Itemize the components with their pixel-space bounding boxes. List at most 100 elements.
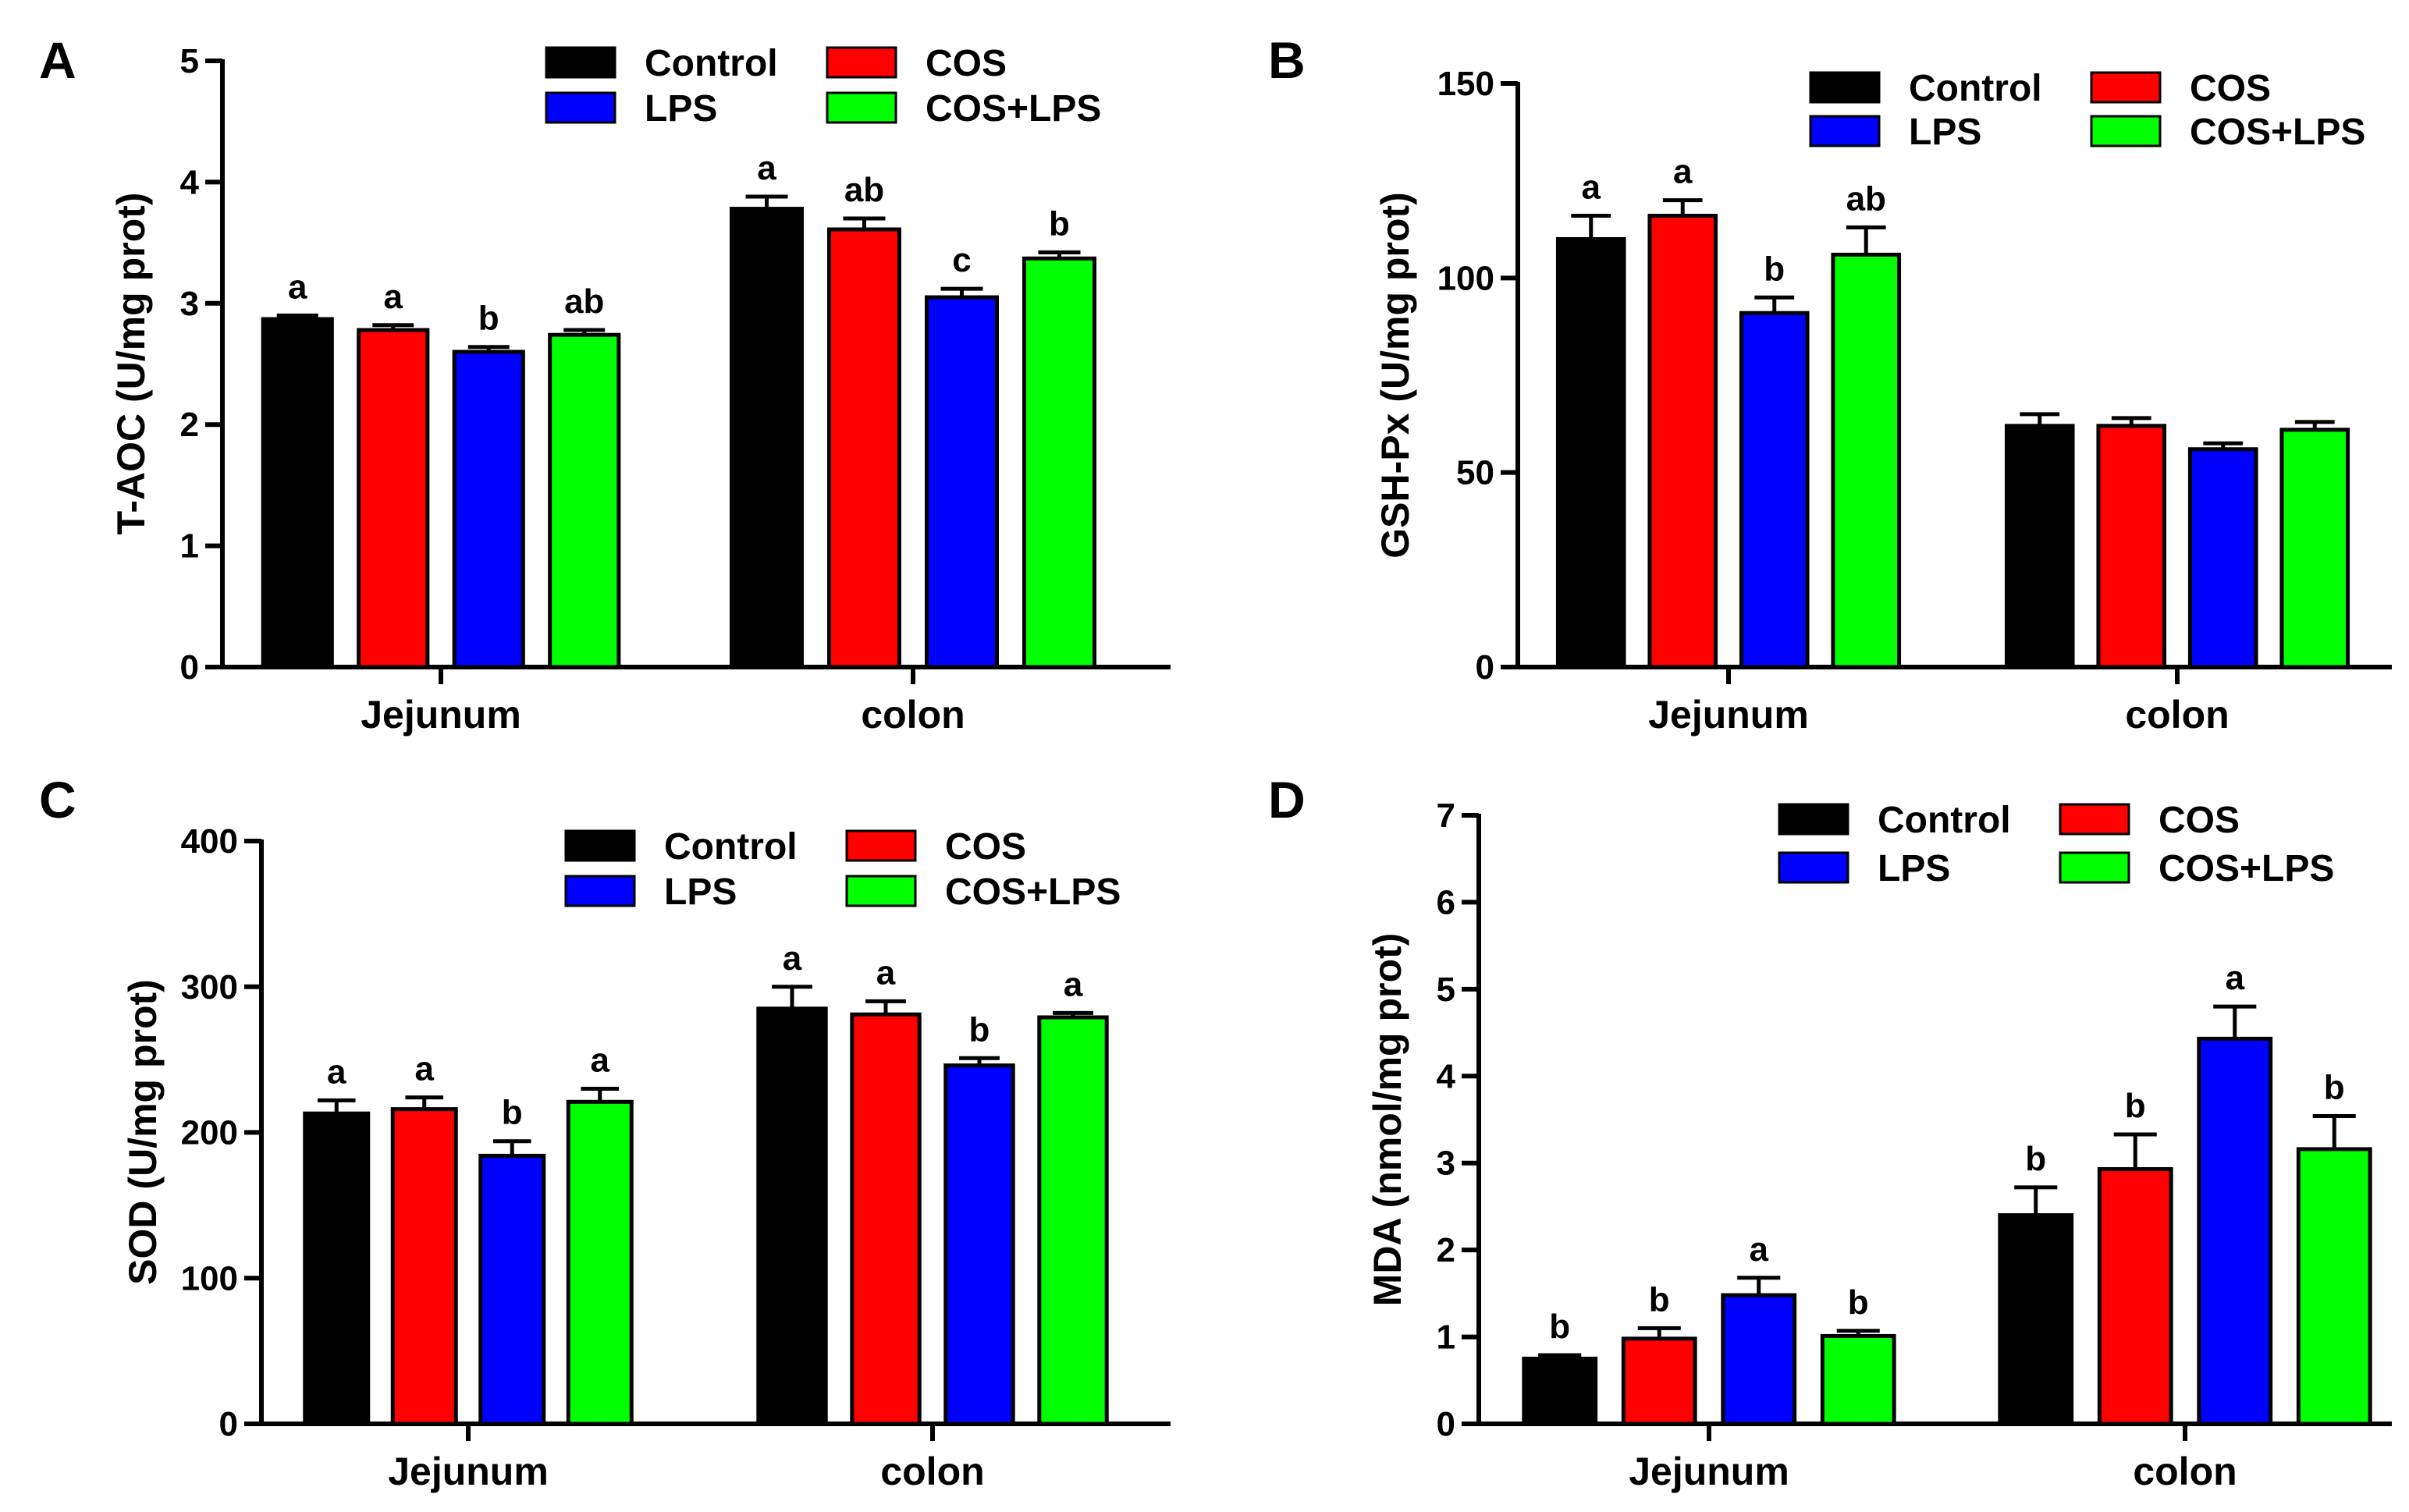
y-tick-label: 0 [1476, 648, 1494, 687]
legend-swatch-cos [2090, 71, 2162, 104]
significance-label-cos-jejunum: b [1649, 1280, 1670, 1319]
y-tick-label: 6 [1437, 883, 1455, 921]
bar-cos-lps-jejunum [566, 1099, 634, 1426]
significance-label-control-jejunum: a [327, 1052, 346, 1091]
significance-label-cos-lps-colon: b [2324, 1069, 2345, 1107]
bar-cos-lps-colon [1022, 256, 1096, 669]
x-tick-label-jejunum: Jejunum [1648, 693, 1809, 736]
legend-swatch-control [564, 829, 636, 862]
bar-lps-colon [943, 1063, 1015, 1426]
significance-label-cos-lps-jejunum: ab [564, 282, 604, 321]
significance-label-lps-colon: c [952, 241, 971, 279]
legend-swatch-cos-lps [826, 91, 897, 124]
y-tick-label: 0 [219, 1405, 238, 1443]
x-tick-label-jejunum: Jejunum [1629, 1450, 1789, 1493]
bar-cos-lps-colon [1037, 1015, 1109, 1426]
significance-label-lps-colon: b [969, 1010, 990, 1049]
significance-label-lps-jejunum: b [478, 300, 499, 338]
y-tick-label: 3 [180, 285, 199, 323]
bar-cos-jejunum [1621, 1336, 1697, 1426]
legend-label-lps: LPS [645, 88, 717, 130]
legend-label-lps: LPS [1878, 848, 1950, 889]
significance-label-cos-jejunum: a [384, 278, 403, 316]
significance-label-cos-lps-jejunum: ab [1846, 180, 1886, 218]
y-axis-title: T-AOC (U/mg prot) [109, 193, 153, 535]
panel-letter: C [39, 771, 76, 829]
x-tick-label-jejunum: Jejunum [361, 693, 521, 736]
significance-label-lps-jejunum: b [502, 1094, 523, 1132]
significance-label-cos-colon: a [876, 953, 896, 992]
y-tick-label: 1 [1437, 1319, 1455, 1357]
legend-swatch-control [1809, 71, 1881, 104]
panel-d: D MDA (nmol/mg prot) 0 1 2 3 4 5 6 7 Jejunum b b a b co… [1268, 771, 2392, 1493]
y-tick-label: 100 [181, 1259, 238, 1297]
legend-swatch-cos [845, 829, 917, 862]
significance-label-control-jejunum: b [1549, 1308, 1570, 1346]
y-tick-label: 2 [1437, 1231, 1455, 1269]
significance-label-control-jejunum: a [1582, 169, 1601, 207]
x-tick-label-colon: colon [880, 1450, 984, 1493]
panel-letter: D [1268, 771, 1306, 829]
legend: Control COS LPS COS+LPS [1778, 800, 2334, 889]
bar-cos-lps-colon [2279, 428, 2350, 669]
x-tick-label-colon: colon [2125, 693, 2229, 736]
legend-label-control: Control [645, 43, 778, 84]
y-tick-label: 100 [1437, 259, 1494, 297]
bar-lps-jejunum [478, 1153, 546, 1426]
legend-swatch-lps [564, 875, 636, 907]
panel-letter: B [1268, 31, 1306, 89]
y-axis-title: MDA (nmol/mg prot) [1366, 933, 1409, 1307]
legend-label-control: Control [1909, 68, 2042, 109]
y-tick-label: 300 [181, 968, 238, 1006]
y-axis-title: SOD (U/mg prot) [121, 979, 165, 1285]
legend-label-cos-lps: COS+LPS [945, 871, 1121, 913]
bar-lps-colon [2187, 447, 2258, 669]
y-tick-label: 5 [1437, 971, 1455, 1009]
significance-label-control-jejunum: a [288, 268, 307, 306]
bar-lps-jejunum [1739, 311, 1810, 669]
significance-label-cos-jejunum: a [415, 1050, 435, 1088]
legend-label-cos-lps: COS+LPS [2190, 112, 2365, 153]
legend-swatch-lps [1809, 115, 1881, 147]
bar-cos-jejunum [1647, 214, 1718, 669]
legend-label-cos-lps: COS+LPS [926, 88, 1101, 130]
bar-lps-jejunum [452, 350, 525, 669]
panel-letter: A [39, 31, 76, 89]
panel-c: C SOD (U/mg prot) 0 100 200 300 400 Jejunum a a b a… [39, 771, 1171, 1493]
bar-cos-colon [827, 227, 901, 669]
y-tick-label: 0 [180, 648, 199, 687]
significance-label-control-colon: b [2025, 1140, 2046, 1178]
bar-control-jejunum [1522, 1356, 1598, 1426]
bar-cos-lps-jejunum [1820, 1333, 1896, 1426]
legend-label-cos: COS [926, 43, 1007, 84]
legend-swatch-lps [1778, 851, 1849, 884]
y-tick-label: 7 [1437, 797, 1455, 835]
bar-cos-lps-jejunum [548, 332, 621, 669]
bar-lps-jejunum [1721, 1293, 1797, 1426]
legend-label-control: Control [664, 826, 798, 868]
y-tick-label: 4 [1437, 1057, 1456, 1095]
legend: Control COS LPS COS+LPS [1809, 68, 2365, 153]
bar-cos-jejunum [390, 1107, 458, 1426]
significance-label-cos-jejunum: a [1673, 153, 1693, 191]
bar-cos-jejunum [357, 328, 430, 669]
x-tick-label-colon: colon [2133, 1450, 2237, 1493]
bar-control-colon [1998, 1213, 2074, 1426]
legend-swatch-cos-lps [2059, 851, 2130, 884]
bar-cos-colon [2097, 1167, 2173, 1426]
y-tick-label: 5 [180, 42, 199, 80]
y-tick-label: 50 [1456, 454, 1494, 492]
bar-cos-colon [850, 1012, 922, 1426]
legend-label-cos: COS [2190, 68, 2271, 109]
legend-label-cos: COS [2159, 800, 2240, 841]
significance-label-cos-lps-jejunum: b [1848, 1283, 1869, 1322]
legend: Control COS LPS COS+LPS [545, 43, 1101, 130]
bar-control-colon [730, 207, 804, 669]
legend-swatch-lps [545, 91, 616, 124]
y-tick-label: 400 [181, 822, 238, 861]
significance-label-lps-jejunum: b [1764, 250, 1785, 288]
bar-control-colon [756, 1006, 828, 1426]
significance-label-cos-lps-jejunum: a [591, 1041, 610, 1079]
